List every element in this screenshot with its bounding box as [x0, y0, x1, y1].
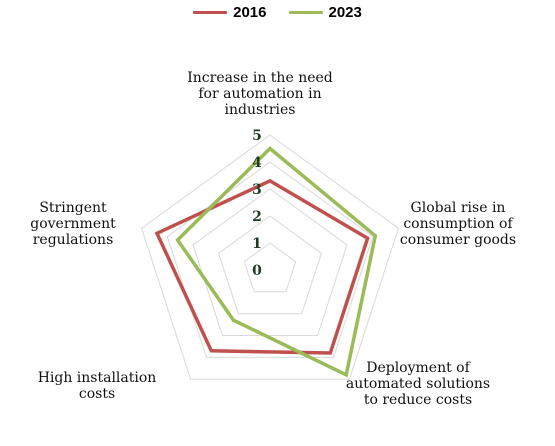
grid-ring-5 — [141, 134, 399, 380]
legend-swatch-2023 — [288, 11, 323, 14]
legend-swatch-2016 — [193, 11, 228, 14]
category-label-installation-costs: High installation costs — [37, 370, 157, 402]
tick-label-3: 3 — [252, 182, 262, 198]
legend-label-2023: 2023 — [328, 4, 362, 21]
legend-item-2016: 2016 — [193, 4, 267, 21]
tick-label-4: 4 — [252, 155, 262, 171]
series-line-2016 — [154, 178, 370, 355]
chart-legend: 2016 2023 — [0, 4, 555, 21]
legend-label-2016: 2016 — [233, 4, 267, 21]
category-label-consumer-goods: Global rise in consumption of consumer g… — [399, 200, 517, 248]
tick-label-1: 1 — [252, 236, 262, 252]
category-label-automated-solutions: Deployment of automated solutions to red… — [345, 360, 491, 408]
grid-ring-1 — [243, 242, 297, 293]
category-label-government-regulations: Stringent government regulations — [30, 200, 116, 248]
tick-label-0: 0 — [252, 263, 262, 279]
grid-ring-3 — [192, 188, 348, 336]
tick-label-2: 2 — [252, 209, 262, 225]
grid-ring-2 — [218, 215, 322, 315]
tick-label-5: 5 — [252, 128, 262, 144]
grid-ring-4 — [166, 161, 374, 358]
series-line-2023 — [175, 146, 378, 378]
legend-item-2023: 2023 — [288, 4, 362, 21]
category-label-automation-need: Increase in the need for automation in i… — [187, 70, 333, 118]
